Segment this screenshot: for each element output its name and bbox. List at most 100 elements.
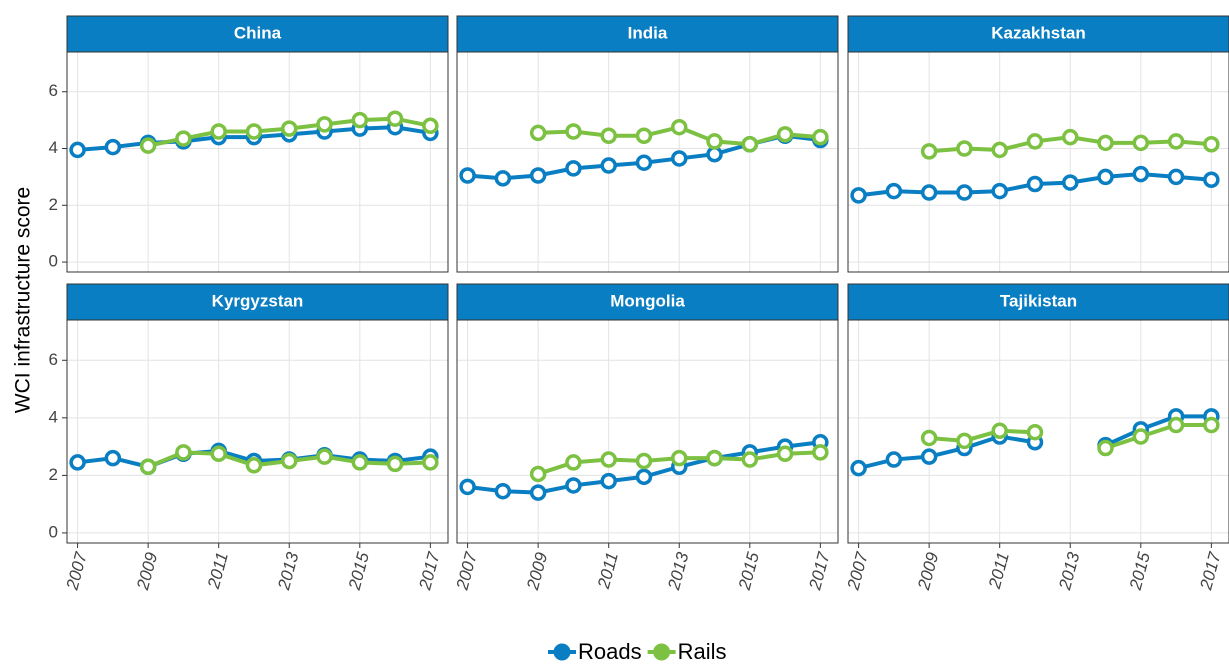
data-point: [635, 154, 653, 171]
x-tick-label: 2015: [1126, 550, 1155, 593]
data-point: [956, 432, 973, 450]
panel-border: [847, 51, 1229, 273]
data-point: [529, 124, 547, 142]
data-point: [175, 130, 192, 147]
x-tick-label: 2013: [274, 550, 303, 593]
x-tick-label: 2013: [1055, 550, 1084, 593]
y-tick-label: 0: [49, 522, 58, 541]
data-point: [1203, 136, 1220, 153]
y-tick-label: 6: [49, 81, 58, 100]
data-point: [991, 182, 1008, 200]
panel-background: [457, 320, 838, 543]
data-point: [706, 133, 723, 150]
data-point: [776, 445, 794, 463]
data-point: [991, 141, 1008, 159]
data-point: [1026, 175, 1044, 193]
data-point: [600, 127, 617, 144]
panel-title: Mongolia: [610, 291, 685, 310]
legend-label: Rails: [678, 639, 727, 664]
data-point: [281, 120, 298, 137]
data-point: [635, 127, 653, 144]
panel-background: [67, 52, 448, 272]
x-tick-label: 2007: [452, 550, 481, 593]
data-point: [885, 182, 903, 200]
data-point: [1062, 128, 1079, 146]
data-point: [920, 184, 938, 201]
data-point: [245, 123, 263, 140]
data-point: [920, 143, 938, 160]
data-point: [741, 451, 759, 468]
data-point: [1132, 134, 1150, 152]
y-tick-label: 2: [49, 195, 58, 214]
data-point: [529, 465, 547, 483]
strip: [847, 283, 1229, 321]
data-point: [316, 448, 333, 465]
y-tick-label: 2: [49, 465, 58, 484]
y-tick-label: 4: [49, 138, 58, 157]
panel-border: [456, 319, 839, 544]
data-point: [600, 157, 617, 174]
data-point: [565, 477, 582, 494]
legend-marker: [553, 643, 571, 661]
data-point: [920, 448, 938, 465]
x-tick-label: 2007: [62, 550, 91, 593]
panel-title: India: [628, 23, 668, 42]
data-point: [1062, 174, 1079, 191]
data-point: [529, 484, 547, 501]
y-tick-label: 6: [49, 350, 58, 369]
data-point: [671, 118, 688, 136]
data-point: [422, 117, 439, 135]
data-point: [812, 128, 829, 146]
x-tick-label: 2009: [133, 550, 162, 593]
x-tick-label: 2017: [415, 550, 444, 593]
series-line: [928, 428, 1036, 443]
panel-title: Kazakhstan: [991, 23, 1085, 42]
data-point: [104, 138, 122, 156]
data-point: [991, 422, 1008, 440]
strip: [66, 15, 449, 53]
data-point: [1097, 134, 1114, 152]
strip: [66, 283, 449, 321]
data-point: [386, 455, 404, 473]
data-point: [1026, 133, 1044, 150]
legend-label: Roads: [578, 639, 642, 664]
panel-title: China: [234, 23, 282, 42]
data-point: [351, 454, 369, 471]
x-tick-label: 2017: [805, 550, 834, 593]
data-point: [139, 458, 157, 475]
data-point: [494, 170, 512, 187]
data-point: [600, 472, 617, 490]
data-point: [956, 140, 973, 157]
data-point: [351, 111, 369, 129]
data-point: [1132, 428, 1150, 445]
data-point: [741, 136, 759, 153]
data-point: [1026, 423, 1044, 441]
panel-background: [67, 320, 448, 543]
data-point: [529, 167, 547, 184]
series-line: [1104, 414, 1212, 447]
data-point: [850, 459, 867, 477]
data-point: [1167, 168, 1185, 186]
data-point: [956, 184, 973, 201]
panel-title: Kyrgyzstan: [212, 291, 304, 310]
data-point: [706, 449, 723, 467]
data-point: [210, 445, 227, 463]
data-point: [281, 452, 298, 470]
data-point: [316, 116, 333, 133]
panel-background: [848, 52, 1229, 272]
data-point: [210, 123, 227, 140]
y-tick-label: 0: [49, 252, 58, 271]
data-point: [1203, 171, 1220, 188]
strip: [456, 15, 839, 53]
panel-border: [456, 51, 839, 273]
data-point: [139, 137, 157, 154]
y-tick-label: 4: [49, 407, 58, 426]
data-point: [422, 454, 439, 471]
panel-title: Tajikistan: [1000, 291, 1077, 310]
data-point: [1097, 168, 1114, 186]
x-tick-label: 2011: [985, 550, 1013, 591]
data-point: [671, 449, 688, 467]
strip: [456, 283, 839, 321]
panel-border: [847, 319, 1229, 544]
data-point: [104, 449, 122, 467]
